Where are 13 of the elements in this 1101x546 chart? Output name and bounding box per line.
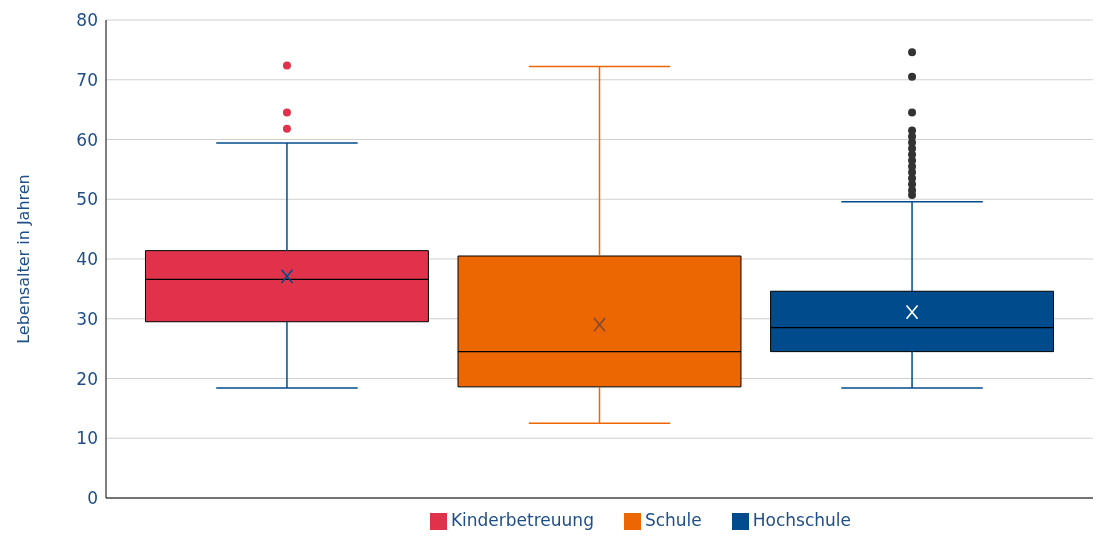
y-tick-label: 60 — [76, 129, 98, 150]
y-axis-title: Lebensalter in Jahren — [13, 174, 33, 344]
y-tick-label: 30 — [76, 308, 98, 329]
legend-label: Hochschule — [752, 510, 852, 530]
y-tick-label: 80 — [76, 10, 98, 31]
legend-label: Schule — [644, 510, 702, 530]
y-tick-label: 20 — [76, 368, 98, 389]
y-tick-label: 70 — [76, 69, 98, 90]
y-tick-label: 50 — [76, 189, 98, 210]
y-tick-label: 40 — [76, 249, 98, 270]
y-tick-label: 10 — [76, 428, 98, 449]
y-tick-label: 0 — [87, 488, 98, 509]
legend-label: Kinderbetreuung — [450, 510, 594, 530]
